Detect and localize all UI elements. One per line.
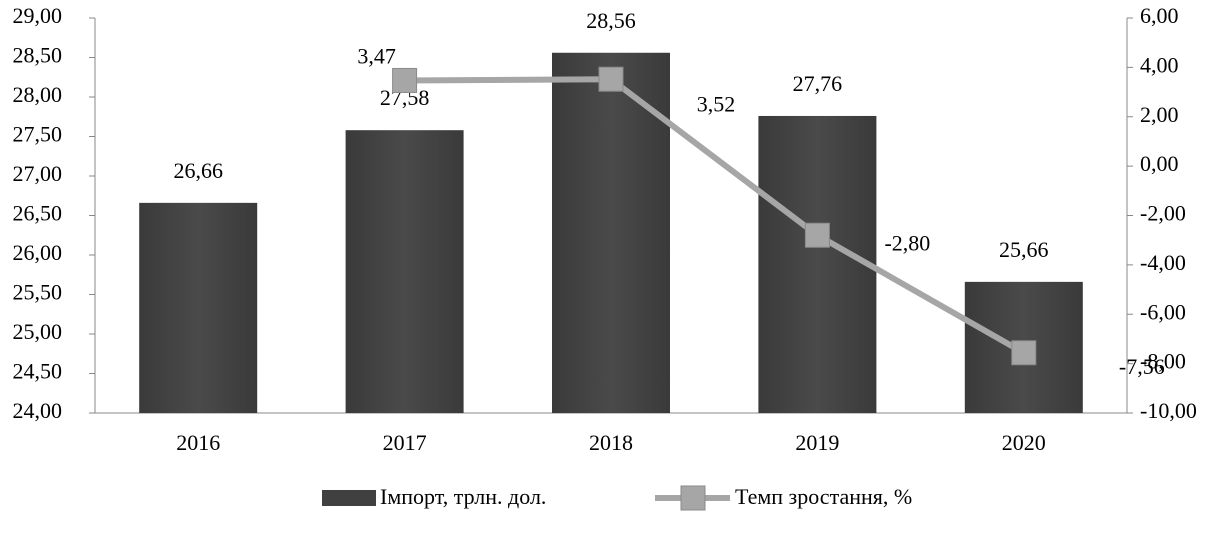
line-marker	[804, 222, 830, 248]
line-value-label: 3,52	[697, 91, 736, 116]
line-marker	[392, 67, 418, 93]
y-tick-label: 27,00	[13, 161, 63, 186]
x-tick-label: 2020	[1002, 430, 1046, 455]
bar-value-label: 27,76	[793, 71, 843, 96]
bar	[758, 115, 877, 414]
y-tick-label: 27,50	[13, 122, 63, 147]
bar	[139, 202, 258, 413]
line-marker	[598, 66, 624, 92]
y-tick-label: 25,00	[13, 319, 63, 344]
legend-swatch	[680, 485, 706, 511]
y2-tick-label: 0,00	[1140, 151, 1179, 176]
line-marker	[1011, 340, 1037, 366]
x-tick-label: 2017	[383, 430, 427, 455]
line	[404, 76, 1026, 356]
bar	[345, 130, 464, 413]
bar	[552, 52, 670, 413]
bar-value-label: 26,66	[173, 158, 223, 183]
legend-label: Імпорт, трлн. дол.	[380, 484, 546, 509]
y2-tick-label: 4,00	[1140, 52, 1179, 77]
y-tick-label: 28,00	[13, 82, 63, 107]
y2-tick-label: -10,00	[1140, 398, 1197, 423]
y2-tick-label: 2,00	[1140, 102, 1179, 127]
legend-label: Темп зростання, %	[735, 484, 912, 509]
y-tick-label: 24,50	[13, 359, 63, 384]
y2-tick-label: -8,00	[1140, 349, 1186, 374]
y-tick-label: 26,00	[13, 240, 63, 265]
y-tick-label: 24,00	[13, 398, 63, 423]
bar-value-label: 28,56	[586, 8, 636, 33]
x-tick-label: 2018	[589, 430, 633, 455]
y-tick-label: 28,50	[13, 43, 63, 68]
y-tick-label: 25,50	[13, 280, 63, 305]
y-tick-label: 26,50	[13, 201, 63, 226]
y-tick-label: 29,00	[13, 3, 63, 28]
x-tick-label: 2016	[176, 430, 220, 455]
y2-tick-label: 6,00	[1140, 3, 1179, 28]
y2-tick-label: -4,00	[1140, 250, 1186, 275]
y2-tick-label: -6,00	[1140, 299, 1186, 324]
line-value-label: 3,47	[357, 44, 396, 69]
legend-swatch	[322, 490, 376, 506]
line-value-label: -2,80	[884, 230, 930, 255]
y2-tick-label: -2,00	[1140, 201, 1186, 226]
line-value-label: -7,56	[1119, 354, 1165, 379]
bar-value-label: 25,66	[999, 237, 1049, 262]
x-tick-label: 2019	[795, 430, 839, 455]
